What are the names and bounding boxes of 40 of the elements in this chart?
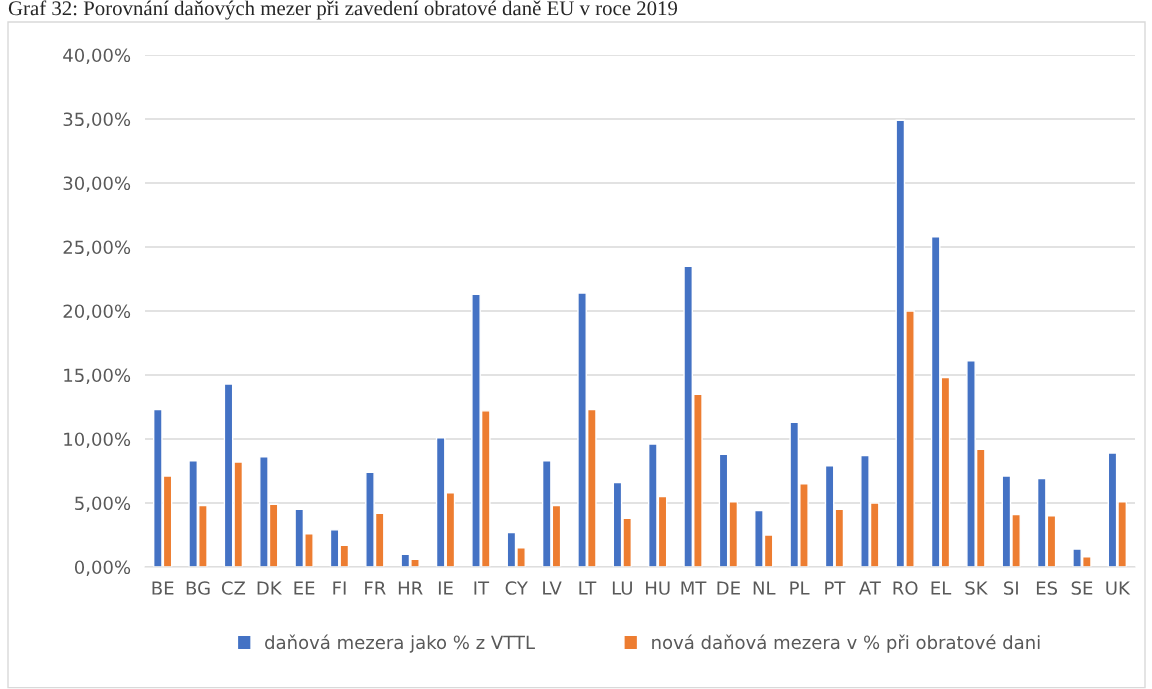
x-tick-label: EL [931,581,952,595]
y-tick-label: 10,00% [64,432,131,448]
x-tick-label: FI [333,581,346,595]
x-tick-label: FR [365,581,386,595]
x-tick-label: DE [717,581,740,595]
x-tick-label: HR [398,581,423,595]
y-tick-label: 25,00% [63,240,131,256]
x-tick-label: ES [1036,581,1058,595]
y-tick-label: 35,00% [63,112,131,128]
chart-title: Graf 32: Porovnání daňových mezer při zavedení obratové daně EU v roce 2019 [8,0,678,20]
x-tick-label: IE [438,581,453,595]
x-tick-label: EE [294,581,315,595]
x-tick-label: LU [612,581,632,595]
x-tick-label: DK [257,581,282,595]
y-tick-label: 30,00% [63,176,131,192]
x-tick-label: HU [646,581,670,595]
x-tick-label: BE [152,581,174,595]
legend-label: nová daňová mezera v % při obratové dani [652,634,1040,653]
x-tick-label: PT [825,581,846,595]
legend-label: daňová mezera jako % z VTTL [265,634,535,653]
x-tick-label: MT [681,581,707,595]
x-tick-label: NL [753,581,776,595]
y-tick-label: 40,00% [63,48,131,64]
x-tick-label: UK [1106,581,1131,595]
x-tick-label: AT [858,581,881,595]
x-tick-label: CY [505,581,528,595]
y-tick-label: 0,00% [74,560,131,576]
x-tick-label: PL [790,581,810,595]
x-tick-label: LT [579,581,597,595]
x-tick-label: SE [1071,581,1093,595]
x-tick-label: SI [1004,581,1018,595]
x-tick-label: BG [186,581,210,595]
x-tick-label: CZ [221,581,246,595]
y-tick-label: 20,00% [63,304,131,320]
x-tick-label: RO [893,581,918,595]
x-tick-label: LV [543,581,562,595]
x-tick-label: SK [965,581,988,595]
y-tick-label: 15,00% [64,368,131,384]
x-tick-label: IT [474,581,490,595]
y-tick-label: 5,00% [75,496,131,512]
